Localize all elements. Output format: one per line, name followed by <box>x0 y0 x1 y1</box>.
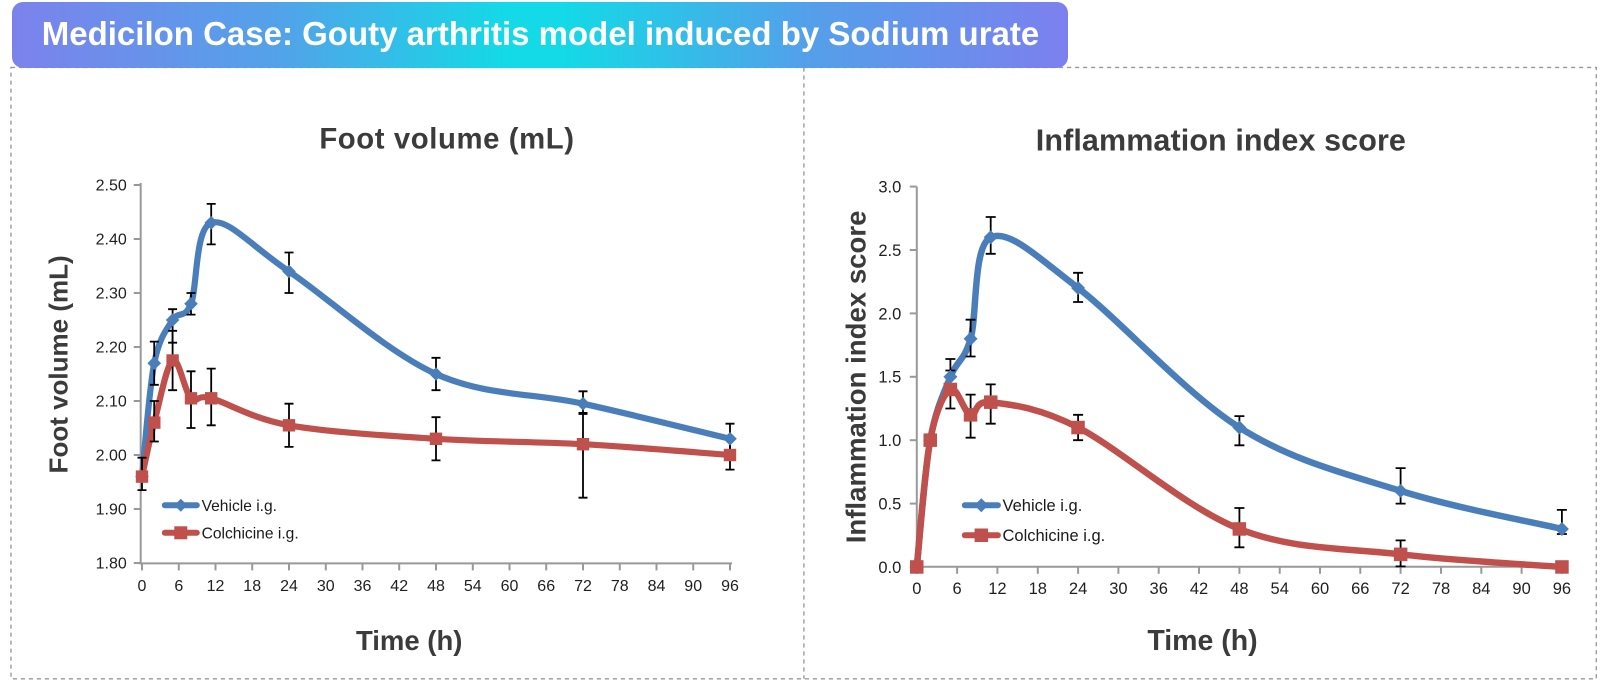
svg-text:1.90: 1.90 <box>96 502 127 519</box>
svg-text:54: 54 <box>1271 580 1289 598</box>
svg-text:0.0: 0.0 <box>878 559 901 577</box>
svg-text:Medicilon Case: Gouty arthriti: Medicilon Case: Gouty arthritis model in… <box>42 15 1039 52</box>
svg-text:36: 36 <box>354 578 372 595</box>
svg-text:1.5: 1.5 <box>878 369 901 387</box>
svg-text:78: 78 <box>611 578 629 595</box>
svg-text:0: 0 <box>912 580 921 598</box>
svg-text:24: 24 <box>280 578 298 595</box>
svg-text:84: 84 <box>648 578 666 595</box>
svg-text:3.0: 3.0 <box>878 179 901 197</box>
svg-text:6: 6 <box>953 580 962 598</box>
svg-text:2.20: 2.20 <box>96 340 127 357</box>
svg-text:18: 18 <box>1029 580 1047 598</box>
svg-text:66: 66 <box>537 578 555 595</box>
svg-text:2.40: 2.40 <box>96 232 127 249</box>
svg-text:2.30: 2.30 <box>96 286 127 303</box>
svg-text:60: 60 <box>1311 580 1329 598</box>
svg-text:Colchicine i.g.: Colchicine i.g. <box>1003 527 1106 545</box>
svg-text:0.5: 0.5 <box>878 496 901 514</box>
svg-text:48: 48 <box>1230 580 1248 598</box>
svg-text:18: 18 <box>243 578 261 595</box>
svg-text:Foot volume (mL): Foot volume (mL) <box>319 123 574 156</box>
svg-text:96: 96 <box>1553 580 1571 598</box>
svg-text:Vehicle i.g.: Vehicle i.g. <box>202 498 277 515</box>
svg-text:Inflammation index score: Inflammation index score <box>840 211 871 544</box>
svg-text:12: 12 <box>988 580 1006 598</box>
svg-text:Time (h): Time (h) <box>1147 625 1257 657</box>
svg-text:1.80: 1.80 <box>96 556 127 573</box>
svg-text:42: 42 <box>390 578 408 595</box>
svg-text:2.50: 2.50 <box>96 178 127 195</box>
svg-text:42: 42 <box>1190 580 1208 598</box>
svg-text:24: 24 <box>1069 580 1087 598</box>
svg-text:90: 90 <box>1512 580 1530 598</box>
svg-text:2.0: 2.0 <box>878 305 901 323</box>
svg-text:Vehicle i.g.: Vehicle i.g. <box>1003 497 1083 515</box>
svg-text:72: 72 <box>1391 580 1409 598</box>
svg-text:2.00: 2.00 <box>96 448 127 465</box>
svg-text:12: 12 <box>207 578 225 595</box>
svg-text:2.5: 2.5 <box>878 242 901 260</box>
svg-text:72: 72 <box>574 578 592 595</box>
svg-text:30: 30 <box>317 578 335 595</box>
svg-text:0: 0 <box>138 578 147 595</box>
svg-text:6: 6 <box>174 578 183 595</box>
svg-text:2.10: 2.10 <box>96 394 127 411</box>
svg-text:96: 96 <box>721 578 739 595</box>
svg-text:Foot volume (mL): Foot volume (mL) <box>44 255 74 473</box>
svg-text:78: 78 <box>1432 580 1450 598</box>
svg-text:36: 36 <box>1150 580 1168 598</box>
svg-text:60: 60 <box>501 578 519 595</box>
svg-text:90: 90 <box>684 578 702 595</box>
svg-text:54: 54 <box>464 578 482 595</box>
svg-text:Inflammation index score: Inflammation index score <box>1036 123 1406 157</box>
svg-text:48: 48 <box>427 578 445 595</box>
svg-text:66: 66 <box>1351 580 1369 598</box>
svg-text:1.0: 1.0 <box>878 432 901 450</box>
svg-text:84: 84 <box>1472 580 1490 598</box>
svg-text:Colchicine i.g.: Colchicine i.g. <box>202 525 299 542</box>
svg-text:30: 30 <box>1109 580 1127 598</box>
svg-text:Time (h): Time (h) <box>356 625 462 656</box>
